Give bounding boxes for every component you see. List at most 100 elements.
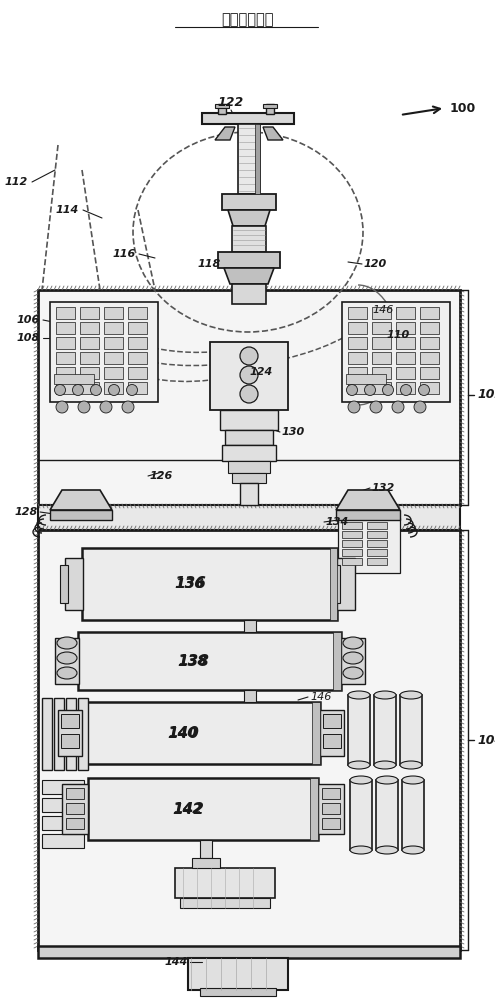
Bar	[66, 803, 84, 814]
Text: 142: 142	[174, 802, 202, 816]
Bar	[42, 798, 84, 812]
Bar	[372, 307, 391, 319]
Circle shape	[100, 401, 112, 413]
Bar	[396, 337, 415, 349]
Ellipse shape	[343, 652, 363, 664]
Bar	[180, 898, 270, 908]
Bar	[80, 367, 99, 379]
Bar	[367, 522, 387, 529]
Bar	[192, 858, 220, 868]
Ellipse shape	[57, 652, 77, 664]
Bar	[396, 382, 415, 394]
Text: 120: 120	[364, 259, 387, 269]
Bar	[376, 780, 398, 850]
Bar	[66, 818, 84, 829]
Bar	[128, 367, 147, 379]
Polygon shape	[336, 490, 400, 510]
Text: 144: 144	[165, 957, 188, 967]
Bar	[238, 124, 260, 194]
Bar	[348, 367, 367, 379]
Circle shape	[240, 385, 258, 403]
Bar	[38, 505, 460, 530]
Bar	[60, 565, 68, 603]
Bar	[320, 710, 344, 756]
Bar	[42, 816, 84, 830]
Text: 142: 142	[172, 802, 204, 816]
Bar	[222, 194, 276, 210]
Bar	[200, 840, 212, 858]
Bar	[333, 632, 341, 690]
Circle shape	[122, 401, 134, 413]
Bar	[225, 430, 273, 445]
Bar	[66, 788, 84, 799]
Bar	[128, 337, 147, 349]
Bar	[56, 352, 75, 364]
Bar	[420, 322, 439, 334]
Bar	[54, 698, 64, 770]
Bar	[396, 322, 415, 334]
Circle shape	[400, 384, 411, 395]
Bar	[202, 113, 294, 124]
Bar	[266, 104, 274, 114]
Circle shape	[108, 384, 119, 395]
Bar	[323, 734, 341, 748]
Circle shape	[383, 384, 394, 395]
Text: 138: 138	[179, 654, 207, 668]
Bar	[128, 352, 147, 364]
Text: 102: 102	[477, 388, 495, 401]
Circle shape	[346, 384, 357, 395]
Bar	[38, 530, 460, 950]
Bar	[56, 382, 75, 394]
Polygon shape	[228, 210, 270, 226]
Bar	[244, 620, 256, 632]
Bar	[240, 483, 258, 505]
Bar	[342, 549, 362, 556]
Bar	[58, 710, 82, 756]
Bar	[200, 988, 276, 996]
Text: 140: 140	[167, 726, 199, 740]
Bar	[420, 352, 439, 364]
Ellipse shape	[402, 846, 424, 854]
Bar	[65, 558, 83, 610]
Text: 140: 140	[169, 726, 198, 740]
Bar	[56, 367, 75, 379]
Bar	[372, 337, 391, 349]
Bar	[88, 778, 318, 840]
Ellipse shape	[57, 637, 77, 649]
Circle shape	[348, 401, 360, 413]
Text: 122: 122	[218, 97, 244, 109]
Text: 130: 130	[282, 427, 305, 437]
Text: 118: 118	[198, 259, 221, 269]
Ellipse shape	[57, 667, 77, 679]
Ellipse shape	[350, 776, 372, 784]
Bar	[348, 382, 367, 394]
Bar	[104, 352, 123, 364]
Bar	[128, 307, 147, 319]
Bar	[232, 226, 266, 252]
Circle shape	[414, 401, 426, 413]
Bar	[310, 778, 318, 840]
Polygon shape	[50, 490, 112, 510]
Text: 108: 108	[17, 333, 40, 343]
Ellipse shape	[400, 691, 422, 699]
Circle shape	[56, 401, 68, 413]
Polygon shape	[224, 268, 274, 284]
Text: 146: 146	[372, 305, 394, 315]
Ellipse shape	[350, 846, 372, 854]
Ellipse shape	[348, 691, 370, 699]
Text: 110: 110	[387, 330, 410, 340]
Text: 132: 132	[372, 483, 395, 493]
Ellipse shape	[374, 691, 396, 699]
Bar	[104, 367, 123, 379]
Bar	[342, 302, 450, 402]
Circle shape	[370, 401, 382, 413]
Polygon shape	[263, 127, 283, 140]
Bar	[255, 124, 260, 194]
Bar	[312, 702, 320, 764]
Bar	[104, 337, 123, 349]
Bar	[80, 382, 99, 394]
Bar	[322, 803, 340, 814]
Text: 136: 136	[176, 577, 204, 591]
Circle shape	[418, 384, 430, 395]
Text: 126: 126	[150, 471, 173, 481]
